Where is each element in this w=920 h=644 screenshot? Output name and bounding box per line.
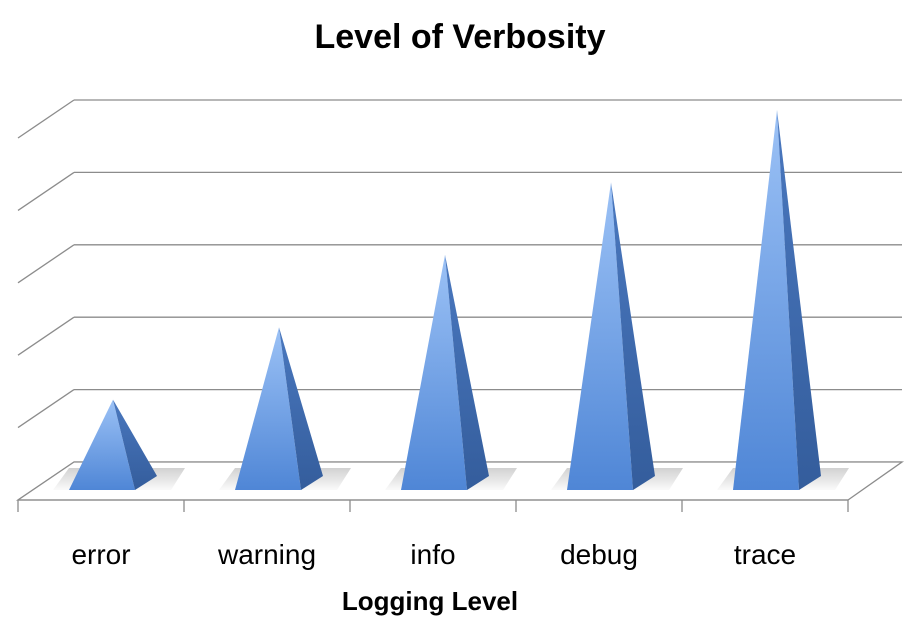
x-axis: error warning info debug trace [17, 499, 849, 570]
x-tick-label: error [71, 539, 130, 570]
x-tick-label: debug [560, 539, 638, 570]
x-tick-label: info [410, 539, 455, 570]
pyramid-face-side [445, 254, 489, 490]
pyramids [53, 110, 849, 490]
pyramid-error [53, 399, 185, 490]
pyramid-info [385, 254, 517, 490]
pyramid-debug [551, 182, 683, 490]
pyramid-face-front [235, 327, 301, 490]
gridline-side [17, 99, 75, 139]
x-axis-title: Logging Level [341, 586, 519, 616]
pyramid-face-front [401, 254, 467, 490]
pyramid-trace [717, 110, 849, 490]
pyramid-warning [219, 327, 351, 490]
pyramid-face-front [567, 182, 633, 490]
chart-title: Level of Verbosity [314, 18, 606, 56]
pyramid-face-front [69, 399, 135, 490]
gridline-side [17, 244, 75, 284]
gridline-side [17, 171, 75, 211]
x-tick-label: warning [217, 539, 316, 570]
gridline-side [17, 316, 75, 356]
gridline-side [17, 389, 75, 429]
pyramid-face-side [279, 327, 323, 490]
pyramid-face-side [777, 110, 821, 490]
pyramid-face-side [611, 182, 655, 490]
x-tick-label: trace [734, 539, 796, 570]
pyramid-face-side [113, 399, 157, 490]
